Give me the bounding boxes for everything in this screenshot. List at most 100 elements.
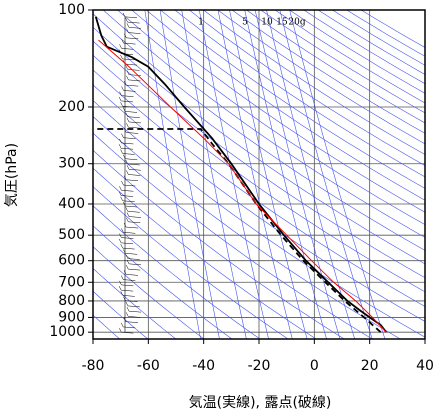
x-tick-label: 40 bbox=[416, 358, 434, 374]
barb-staff bbox=[121, 190, 134, 192]
barb-flag bbox=[118, 144, 122, 149]
dry-adiabat bbox=[93, 167, 317, 339]
barb-staff bbox=[125, 274, 139, 276]
x-tick-label: 0 bbox=[310, 358, 319, 374]
barb-staff bbox=[128, 168, 141, 171]
mixing-ratio-line bbox=[229, 10, 308, 339]
mixing-ratio-line bbox=[181, 10, 247, 339]
wind-barbs bbox=[118, 12, 142, 334]
x-tick-label: 20 bbox=[361, 358, 379, 374]
barb-staff bbox=[125, 321, 138, 323]
profiles bbox=[93, 16, 388, 333]
dry-adiabat bbox=[189, 10, 425, 166]
barb-flag bbox=[126, 165, 130, 170]
barb-staff bbox=[123, 232, 136, 234]
mixing-ratio-line bbox=[217, 10, 293, 339]
barb-flag bbox=[118, 238, 122, 243]
dry-adiabat bbox=[117, 10, 425, 225]
barb-staff bbox=[121, 147, 134, 150]
barb-flag bbox=[126, 23, 130, 28]
barb-flag bbox=[125, 65, 128, 70]
dry-adiabat bbox=[93, 54, 425, 293]
y-tick-label: 1000 bbox=[49, 324, 85, 340]
barb-flag bbox=[118, 286, 122, 291]
barb-staff bbox=[127, 21, 140, 24]
barb-flag bbox=[126, 28, 129, 33]
barb-flag bbox=[119, 91, 122, 96]
x-tick-label: -20 bbox=[248, 358, 271, 374]
barb-flag bbox=[126, 123, 129, 128]
barb-staff bbox=[128, 310, 142, 313]
barb-flag bbox=[119, 233, 122, 238]
barb-staff bbox=[122, 200, 135, 203]
barb-flag bbox=[118, 191, 122, 196]
y-tick-label: 800 bbox=[58, 293, 85, 309]
dry-adiabat bbox=[93, 40, 425, 279]
profile-line bbox=[94, 16, 388, 333]
dry-adiabat bbox=[93, 132, 373, 339]
barb-staff bbox=[128, 316, 141, 318]
dry-adiabat bbox=[360, 10, 425, 48]
barb-flag bbox=[126, 264, 129, 270]
barb-flag bbox=[121, 180, 124, 186]
barb-staff bbox=[128, 27, 141, 29]
barb-staff bbox=[121, 100, 134, 103]
barb-flag bbox=[126, 259, 130, 264]
mixing-ratio-line bbox=[289, 10, 386, 339]
barb-staff bbox=[128, 126, 141, 129]
barb-flag bbox=[125, 301, 129, 307]
barb-flag bbox=[120, 149, 123, 154]
dry-adiabat bbox=[246, 10, 425, 124]
dry-adiabat bbox=[317, 10, 425, 75]
dry-adiabat bbox=[93, 246, 205, 339]
barb-flag bbox=[119, 44, 122, 49]
barb-flag bbox=[126, 307, 130, 312]
dry-adiabat bbox=[93, 268, 176, 339]
barb-flag bbox=[121, 275, 124, 280]
mixing-ratio-line bbox=[199, 10, 269, 339]
barb-flag bbox=[118, 96, 122, 102]
barb-staff bbox=[123, 42, 136, 45]
barb-staff bbox=[127, 116, 140, 118]
y-tick-label: 600 bbox=[58, 253, 85, 269]
barb-staff bbox=[128, 174, 141, 176]
barb-staff bbox=[121, 142, 134, 145]
barb-flag bbox=[126, 212, 130, 217]
mixing-ratio-line bbox=[254, 10, 341, 339]
x-tick-label: -80 bbox=[82, 358, 105, 374]
barb-staff bbox=[127, 211, 140, 213]
barb-staff bbox=[125, 111, 138, 113]
dry-adiabat bbox=[303, 10, 425, 85]
barb-staff bbox=[121, 48, 134, 50]
profile-line bbox=[93, 128, 382, 333]
barb-staff bbox=[126, 179, 139, 182]
dry-adiabat bbox=[93, 186, 289, 339]
barb-staff bbox=[121, 289, 134, 292]
barb-staff bbox=[125, 253, 138, 255]
barb-staff bbox=[125, 300, 138, 302]
barb-staff bbox=[127, 305, 140, 308]
mixing-ratio-label: 15 bbox=[276, 18, 288, 28]
dry-adiabat bbox=[231, 10, 425, 134]
barb-flag bbox=[120, 291, 123, 296]
y-tick-label: 200 bbox=[58, 99, 85, 115]
mixing-ratio-line bbox=[159, 10, 220, 339]
y-axis-label: 気圧(hPa) bbox=[4, 143, 20, 207]
barb-staff bbox=[125, 205, 138, 208]
barb-flag bbox=[119, 138, 122, 144]
mixing-ratio-line bbox=[144, 10, 201, 339]
barb-flag bbox=[119, 186, 122, 191]
barb-flag bbox=[121, 133, 124, 138]
barb-flag bbox=[124, 33, 127, 38]
barb-staff bbox=[128, 79, 141, 82]
dry-adiabat bbox=[174, 10, 425, 178]
barb-staff bbox=[121, 331, 134, 334]
mixing-ratio-line bbox=[266, 10, 355, 339]
barb-staff bbox=[126, 226, 139, 229]
barb-flag bbox=[122, 12, 126, 17]
barb-staff bbox=[122, 153, 135, 155]
dry-adiabat bbox=[131, 10, 425, 213]
barb-staff bbox=[121, 95, 134, 97]
barb-flag bbox=[121, 38, 124, 44]
